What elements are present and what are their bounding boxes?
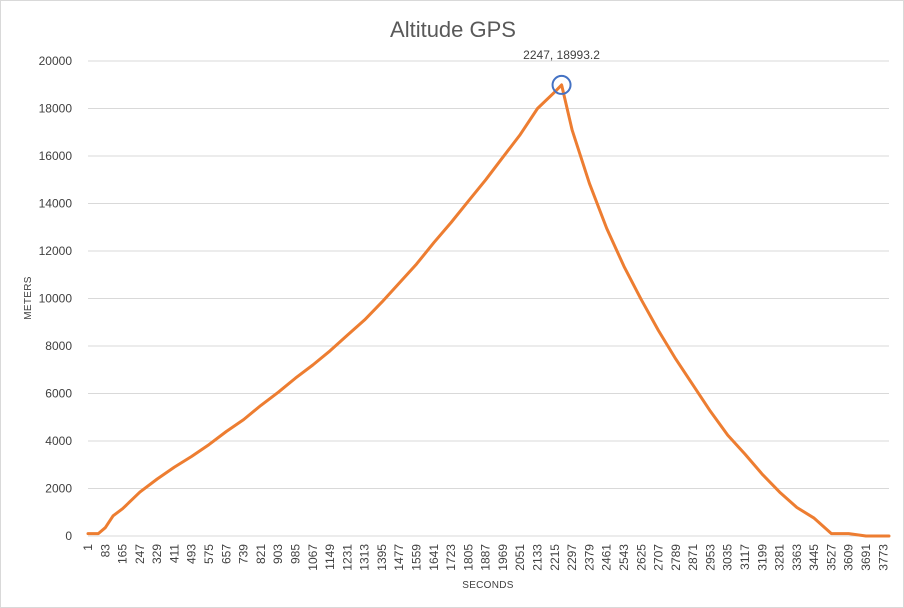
- x-tick-label: 2133: [531, 544, 545, 571]
- x-tick-label: 2379: [582, 544, 596, 571]
- y-tick-label: 14000: [39, 197, 73, 211]
- x-tick-label: 2461: [600, 544, 614, 571]
- x-tick-label: 2051: [513, 544, 527, 571]
- chart-title: Altitude GPS: [390, 17, 516, 42]
- series-layer: [86, 83, 891, 538]
- x-tick-label: 2543: [617, 544, 631, 571]
- x-tick-label: 3609: [842, 544, 856, 571]
- y-axis-label: METERS: [23, 276, 34, 319]
- x-tick-label: 2625: [634, 544, 648, 571]
- x-tick-label: 657: [219, 544, 233, 564]
- x-tick-label: 985: [288, 544, 302, 564]
- y-tick-label: 20000: [39, 54, 73, 68]
- peak-marker: [551, 74, 572, 95]
- x-tick-label: 1559: [409, 544, 423, 571]
- x-tick-label: 247: [133, 544, 147, 564]
- y-tick-label: 2000: [45, 482, 72, 496]
- x-tick-label: 3445: [807, 544, 821, 571]
- x-tick-label: 1231: [340, 544, 354, 571]
- x-axis-label: SECONDS: [462, 580, 514, 591]
- x-tick-label: 1067: [306, 544, 320, 571]
- x-tick-label: 1805: [461, 544, 475, 571]
- x-tick-label: 3363: [790, 544, 804, 571]
- series-line: [86, 83, 891, 538]
- peak-data-label: 2247, 18993.2: [523, 48, 600, 62]
- gridlines: [88, 60, 889, 537]
- x-tick-label: 2953: [703, 544, 717, 571]
- x-tick-label: 1313: [358, 544, 372, 571]
- x-tick-label: 1477: [392, 544, 406, 571]
- x-tick-label: 3281: [773, 544, 787, 571]
- annotation-layer: 2247, 18993.2: [523, 48, 600, 95]
- x-tick-label: 739: [237, 544, 251, 564]
- x-tick-label: 1723: [444, 544, 458, 571]
- x-tick-label: 1641: [427, 544, 441, 571]
- y-tick-label: 4000: [45, 434, 72, 448]
- y-tick-label: 16000: [39, 149, 73, 163]
- x-tick-label: 821: [254, 544, 268, 564]
- x-tick-label: 3117: [738, 544, 752, 570]
- x-tick-label: 2789: [669, 544, 683, 571]
- x-tick-label: 493: [185, 544, 199, 564]
- x-tick-label: 329: [150, 544, 164, 564]
- y-tick-label: 6000: [45, 387, 72, 401]
- y-axis-ticks: 0 2000 4000 6000 8000 10000 12000 14000 16000 180…: [39, 54, 73, 543]
- x-tick-label: 575: [202, 544, 216, 564]
- x-axis-ticks: 1 83 165 247 329 411 493 575 657 739 821 903 985 1067…: [81, 544, 890, 571]
- y-tick-label: 0: [65, 529, 72, 543]
- y-tick-label: 12000: [39, 244, 73, 258]
- x-tick-label: 2871: [686, 544, 700, 571]
- x-tick-label: 3691: [859, 544, 873, 571]
- x-tick-label: 411: [167, 544, 181, 563]
- x-tick-label: 3035: [721, 544, 735, 571]
- x-tick-label: 2707: [652, 544, 666, 571]
- x-tick-label: 83: [98, 544, 112, 558]
- x-tick-label: 1: [81, 544, 95, 551]
- x-tick-label: 165: [116, 544, 130, 564]
- x-tick-label: 2297: [565, 544, 579, 571]
- y-tick-label: 10000: [39, 292, 73, 306]
- x-tick-label: 2215: [548, 544, 562, 571]
- x-tick-label: 3773: [876, 544, 890, 571]
- y-tick-label: 8000: [45, 339, 72, 353]
- x-tick-label: 903: [271, 544, 285, 564]
- x-tick-label: 3527: [824, 544, 838, 571]
- x-tick-label: 1969: [496, 544, 510, 571]
- x-tick-label: 3199: [755, 544, 769, 571]
- x-tick-label: 1395: [375, 544, 389, 571]
- x-tick-label: 1887: [479, 544, 493, 571]
- y-tick-label: 18000: [39, 102, 73, 116]
- x-tick-label: 1149: [323, 544, 337, 570]
